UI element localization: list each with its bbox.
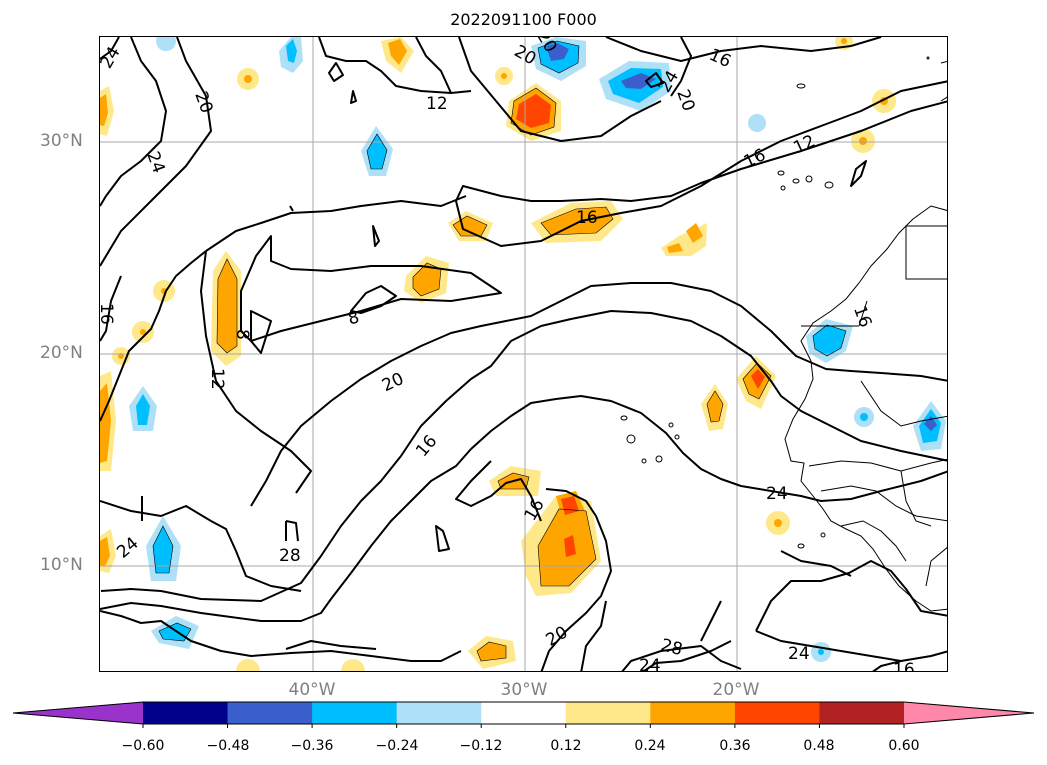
colorbar-segment	[819, 702, 905, 724]
contour-lines	[100, 37, 947, 671]
contour-label: 20	[543, 623, 572, 651]
colorbar-tick-label: 0.24	[634, 738, 666, 754]
contour-label: 16	[893, 660, 915, 672]
contour-label: 20	[672, 87, 698, 114]
colorbar	[12, 701, 1035, 728]
colorbar-segment	[396, 702, 482, 724]
contour-label: 8	[346, 307, 362, 329]
positive-patch-14	[381, 37, 414, 73]
colorbar-tick-label: 0.60	[888, 738, 920, 754]
lat-label-10n: 10°N	[40, 555, 83, 575]
positive-patch-small	[112, 37, 896, 671]
map-svg: 24 20 24 12 20 16 20 24 20 16 12 16 8 8 …	[100, 37, 947, 672]
contour-label: 16	[412, 431, 441, 460]
colorbar-tick-label: 0.36	[719, 738, 751, 754]
colorbar-tick-label: −0.24	[375, 738, 419, 754]
positive-patch-1	[506, 83, 561, 141]
contour-label: 16	[100, 303, 116, 325]
negative-patch-5	[129, 386, 157, 431]
contour-label: 16	[576, 208, 598, 228]
colorbar-segment	[312, 702, 398, 724]
negative-patch-4	[279, 37, 303, 73]
negative-patch-8	[806, 319, 853, 363]
negative-patch-9	[913, 401, 946, 451]
positive-patch-13	[100, 86, 114, 136]
colorbar-segment	[734, 702, 820, 724]
contour-label: 24	[639, 656, 661, 672]
lon-label-40w: 40°W	[288, 680, 336, 700]
lat-label-30n: 30°N	[40, 131, 83, 151]
colorbar-segments	[13, 702, 1034, 724]
colorbar-tick-label: −0.48	[206, 738, 250, 754]
contour-label: 28	[279, 546, 301, 566]
negative-patch-1	[531, 37, 586, 81]
colorbar-tick-label: 0.12	[550, 738, 582, 754]
colorbar-segment	[227, 702, 313, 724]
positive-patch-5	[211, 251, 241, 366]
colorbar-tick-marks	[142, 724, 905, 728]
lon-label-30w: 30°W	[500, 680, 548, 700]
map-title: 2022091100 F000	[450, 10, 597, 29]
contour-label: 20	[190, 89, 216, 116]
colorbar-segment	[481, 702, 567, 724]
colorbar-tick-label: −0.36	[290, 738, 334, 754]
contour-label: 12	[207, 368, 227, 390]
positive-patch-12	[100, 529, 116, 573]
colorbar-segment	[650, 702, 736, 724]
contour-label: 8	[232, 329, 252, 340]
colorbar-extend-high	[904, 702, 1034, 724]
contour-label: 24	[766, 484, 788, 504]
colorbar-segment	[565, 702, 651, 724]
negative-patch-6	[146, 516, 181, 581]
colorbar-segment	[143, 702, 229, 724]
lon-label-20w: 20°W	[712, 680, 760, 700]
contour-label: 28	[659, 635, 685, 660]
positive-patch-11	[100, 371, 116, 471]
negative-patch-2	[599, 61, 671, 111]
lat-label-20n: 20°N	[40, 343, 83, 363]
contour-label: 24	[113, 533, 142, 562]
positive-patch-4	[404, 256, 449, 303]
map-panel: 24 20 24 12 20 16 20 24 20 16 12 16 8 8 …	[99, 36, 948, 672]
islands	[620, 56, 930, 549]
contour-label: 20	[379, 369, 407, 396]
positive-patch-10	[701, 384, 728, 431]
contour-label: 24	[788, 644, 810, 664]
colorbar-extend-low	[13, 702, 143, 724]
colorbar-tick-label: −0.12	[459, 738, 503, 754]
contour-label: 24	[142, 149, 168, 176]
colorbar-tick-label: −0.60	[121, 738, 165, 754]
contour-label: 24	[100, 43, 125, 72]
colorbar-tick-label: 0.48	[803, 738, 835, 754]
contour-label: 12	[426, 94, 448, 114]
positive-patch-8	[468, 636, 516, 669]
